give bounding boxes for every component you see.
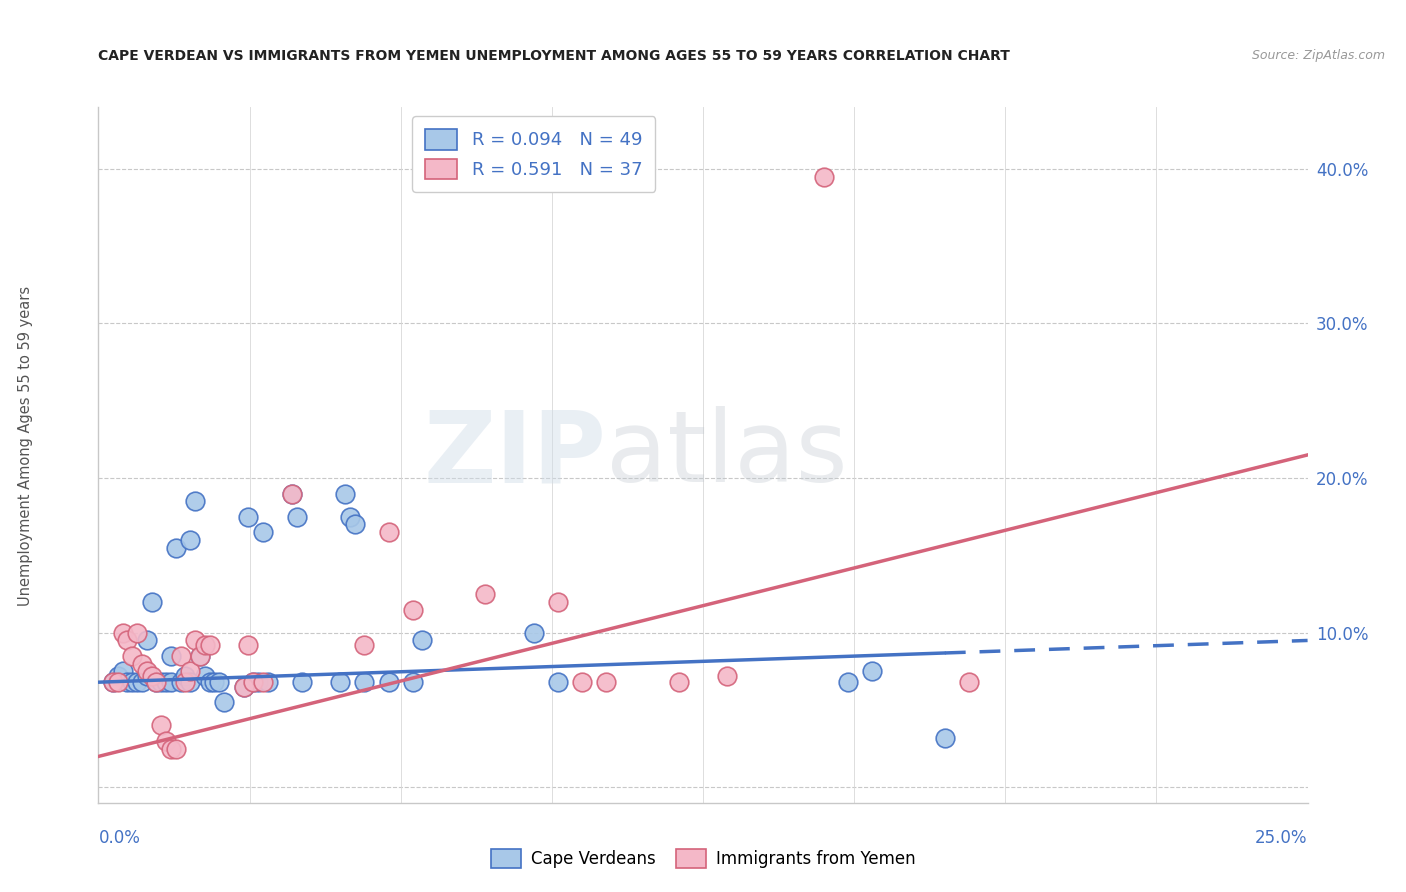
Point: [150, 675, 173, 690]
Point: [242, 675, 264, 690]
Point: [238, 509, 260, 524]
Point: [194, 669, 217, 683]
Point: [127, 625, 149, 640]
Point: [252, 675, 274, 690]
Point: [247, 675, 270, 690]
Point: [184, 633, 207, 648]
Point: [402, 675, 425, 690]
Point: [169, 648, 191, 663]
Point: [135, 665, 157, 679]
Point: [232, 680, 254, 694]
Point: [339, 509, 361, 524]
Point: [150, 718, 173, 732]
Point: [121, 675, 143, 690]
Point: [353, 675, 375, 690]
Text: CAPE VERDEAN VS IMMIGRANTS FROM YEMEN UNEMPLOYMENT AMONG AGES 55 TO 59 YEARS COR: CAPE VERDEAN VS IMMIGRANTS FROM YEMEN UN…: [98, 49, 1011, 63]
Point: [135, 669, 157, 683]
Text: Unemployment Among Ages 55 to 59 years: Unemployment Among Ages 55 to 59 years: [18, 286, 32, 606]
Point: [813, 169, 835, 184]
Point: [184, 494, 207, 508]
Point: [934, 731, 956, 745]
Point: [523, 625, 546, 640]
Point: [111, 665, 134, 679]
Point: [141, 595, 163, 609]
Point: [127, 675, 149, 690]
Point: [281, 486, 304, 500]
Point: [101, 675, 124, 690]
Point: [353, 638, 375, 652]
Point: [290, 675, 312, 690]
Point: [155, 675, 177, 690]
Point: [160, 741, 183, 756]
Point: [668, 675, 690, 690]
Point: [188, 648, 211, 663]
Point: [837, 675, 859, 690]
Point: [107, 675, 129, 690]
Point: [208, 675, 231, 690]
Point: [131, 657, 153, 671]
Point: [571, 675, 593, 690]
Point: [145, 675, 167, 690]
Text: atlas: atlas: [606, 407, 848, 503]
Point: [957, 675, 980, 690]
Point: [716, 669, 738, 683]
Point: [141, 669, 163, 683]
Point: [198, 675, 221, 690]
Point: [402, 602, 425, 616]
Point: [252, 525, 274, 540]
Legend: Cape Verdeans, Immigrants from Yemen: Cape Verdeans, Immigrants from Yemen: [484, 842, 922, 874]
Point: [474, 587, 496, 601]
Point: [111, 625, 134, 640]
Point: [135, 633, 157, 648]
Point: [145, 675, 167, 690]
Point: [333, 486, 356, 500]
Point: [179, 675, 201, 690]
Point: [169, 675, 191, 690]
Point: [238, 638, 260, 652]
Point: [188, 648, 211, 663]
Point: [179, 665, 201, 679]
Point: [411, 633, 433, 648]
Point: [281, 486, 304, 500]
Point: [165, 741, 187, 756]
Text: ZIP: ZIP: [423, 407, 606, 503]
Point: [174, 669, 197, 683]
Point: [121, 648, 143, 663]
Point: [547, 595, 569, 609]
Point: [377, 675, 399, 690]
Point: [107, 669, 129, 683]
Point: [256, 675, 278, 690]
Point: [131, 675, 153, 690]
Point: [547, 675, 569, 690]
Point: [160, 648, 183, 663]
Point: [174, 675, 197, 690]
Point: [155, 734, 177, 748]
Text: 25.0%: 25.0%: [1256, 830, 1308, 847]
Point: [329, 675, 352, 690]
Point: [194, 638, 217, 652]
Text: Source: ZipAtlas.com: Source: ZipAtlas.com: [1251, 49, 1385, 62]
Point: [860, 665, 883, 679]
Point: [285, 509, 308, 524]
Point: [242, 675, 264, 690]
Point: [160, 675, 183, 690]
Point: [198, 638, 221, 652]
Point: [117, 675, 139, 690]
Point: [101, 675, 124, 690]
Point: [377, 525, 399, 540]
Point: [343, 517, 366, 532]
Point: [232, 680, 254, 694]
Point: [179, 533, 201, 547]
Text: 0.0%: 0.0%: [98, 830, 141, 847]
Point: [595, 675, 617, 690]
Point: [212, 695, 235, 709]
Point: [117, 633, 139, 648]
Point: [165, 541, 187, 555]
Point: [204, 675, 226, 690]
